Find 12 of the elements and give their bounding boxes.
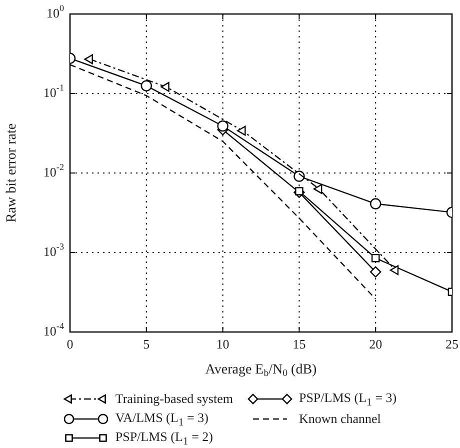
- x-tick-label: 20: [369, 336, 382, 352]
- legend-label: Known channel: [298, 410, 381, 427]
- y-axis-title: Raw bit error rate: [4, 123, 20, 223]
- x-tick-label: 10: [216, 336, 230, 352]
- legend-label: PSP/LMS (L$_{1}$ = 3): [298, 390, 397, 409]
- legend-label: Training-based system: [115, 391, 233, 408]
- legend-label: VA/LMS (L$_{1}$ = 3): [115, 410, 208, 428]
- x-tick-label: 5: [143, 336, 150, 352]
- x-tick-label: 15: [292, 336, 306, 352]
- x-tick-label: 25: [446, 336, 458, 352]
- legend-label: PSP/LMS (L$_{1}$ = 2): [115, 429, 214, 448]
- x-tick-label: 0: [66, 336, 74, 352]
